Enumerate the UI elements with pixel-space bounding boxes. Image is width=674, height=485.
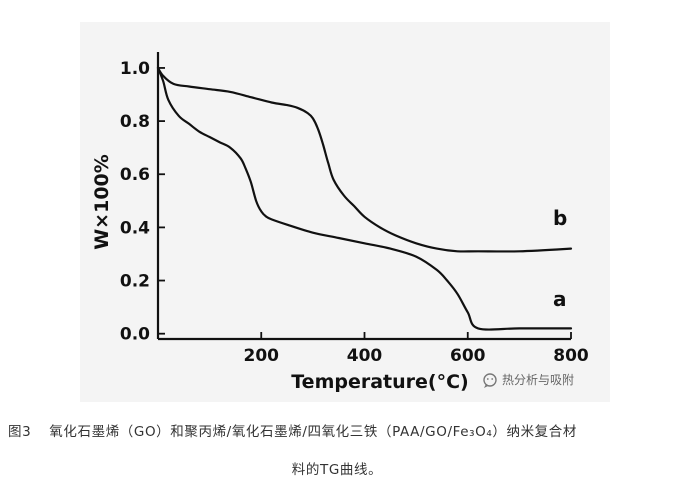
- x-tick-label: 200: [244, 346, 280, 366]
- chart-panel: 200 400 600 800 0.0 0.2 0.4 0.6 0.8 1.0 Temperatu…: [80, 22, 610, 402]
- curve-label-a: a: [553, 287, 567, 311]
- y-tick-label: 0.2: [120, 272, 150, 292]
- caption-line-1: 图3 氧化石墨烯（GO）和聚丙烯/氧化石墨烯/四氧化三铁（PAA/GO/Fe₃O₄…: [8, 420, 577, 440]
- x-tick-label: 800: [553, 346, 589, 366]
- ticks-layer: 200 400 600 800 0.0 0.2 0.4 0.6 0.8 1.0: [120, 59, 589, 366]
- curve-b: [156, 66, 573, 253]
- x-tick-label: 600: [450, 346, 486, 366]
- watermark-text: 热分析与吸附: [502, 373, 574, 387]
- y-tick-label: 0.8: [120, 112, 150, 132]
- tg-chart: 200 400 600 800 0.0 0.2 0.4 0.6 0.8 1.0 Temperatu…: [91, 52, 589, 393]
- caption-line-2: 料的TG曲线。: [291, 462, 383, 478]
- y-tick-label: 0.4: [120, 218, 150, 238]
- y-axis-title: W×100%: [91, 154, 113, 250]
- caption-text-1: 氧化石墨烯（GO）和聚丙烯/氧化石墨烯/四氧化三铁（PAA/GO/Fe₃O₄）纳…: [49, 424, 577, 440]
- x-tick-label: 400: [347, 346, 383, 366]
- figure-label: 图3: [8, 424, 32, 440]
- y-tick-label: 0.0: [120, 325, 150, 345]
- curve-label-b: b: [553, 206, 567, 230]
- x-axis-title: Temperature(°C): [291, 371, 468, 393]
- wechat-icon: [483, 373, 497, 388]
- curves-layer: [156, 66, 573, 331]
- watermark: 热分析与吸附: [483, 373, 574, 388]
- y-tick-label: 1.0: [120, 59, 150, 79]
- y-tick-label: 0.6: [120, 165, 150, 185]
- curve-a: [156, 66, 573, 331]
